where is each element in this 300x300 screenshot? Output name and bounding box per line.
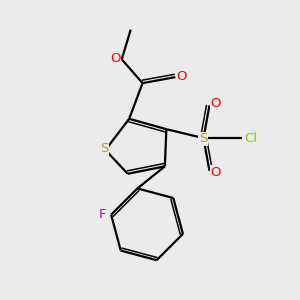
Text: Cl: Cl bbox=[244, 132, 257, 145]
Text: S: S bbox=[100, 142, 108, 155]
Text: F: F bbox=[98, 208, 106, 221]
Text: O: O bbox=[177, 70, 187, 83]
Text: S: S bbox=[199, 132, 207, 145]
Text: O: O bbox=[211, 166, 221, 179]
Text: O: O bbox=[211, 98, 221, 110]
Text: O: O bbox=[110, 52, 121, 65]
